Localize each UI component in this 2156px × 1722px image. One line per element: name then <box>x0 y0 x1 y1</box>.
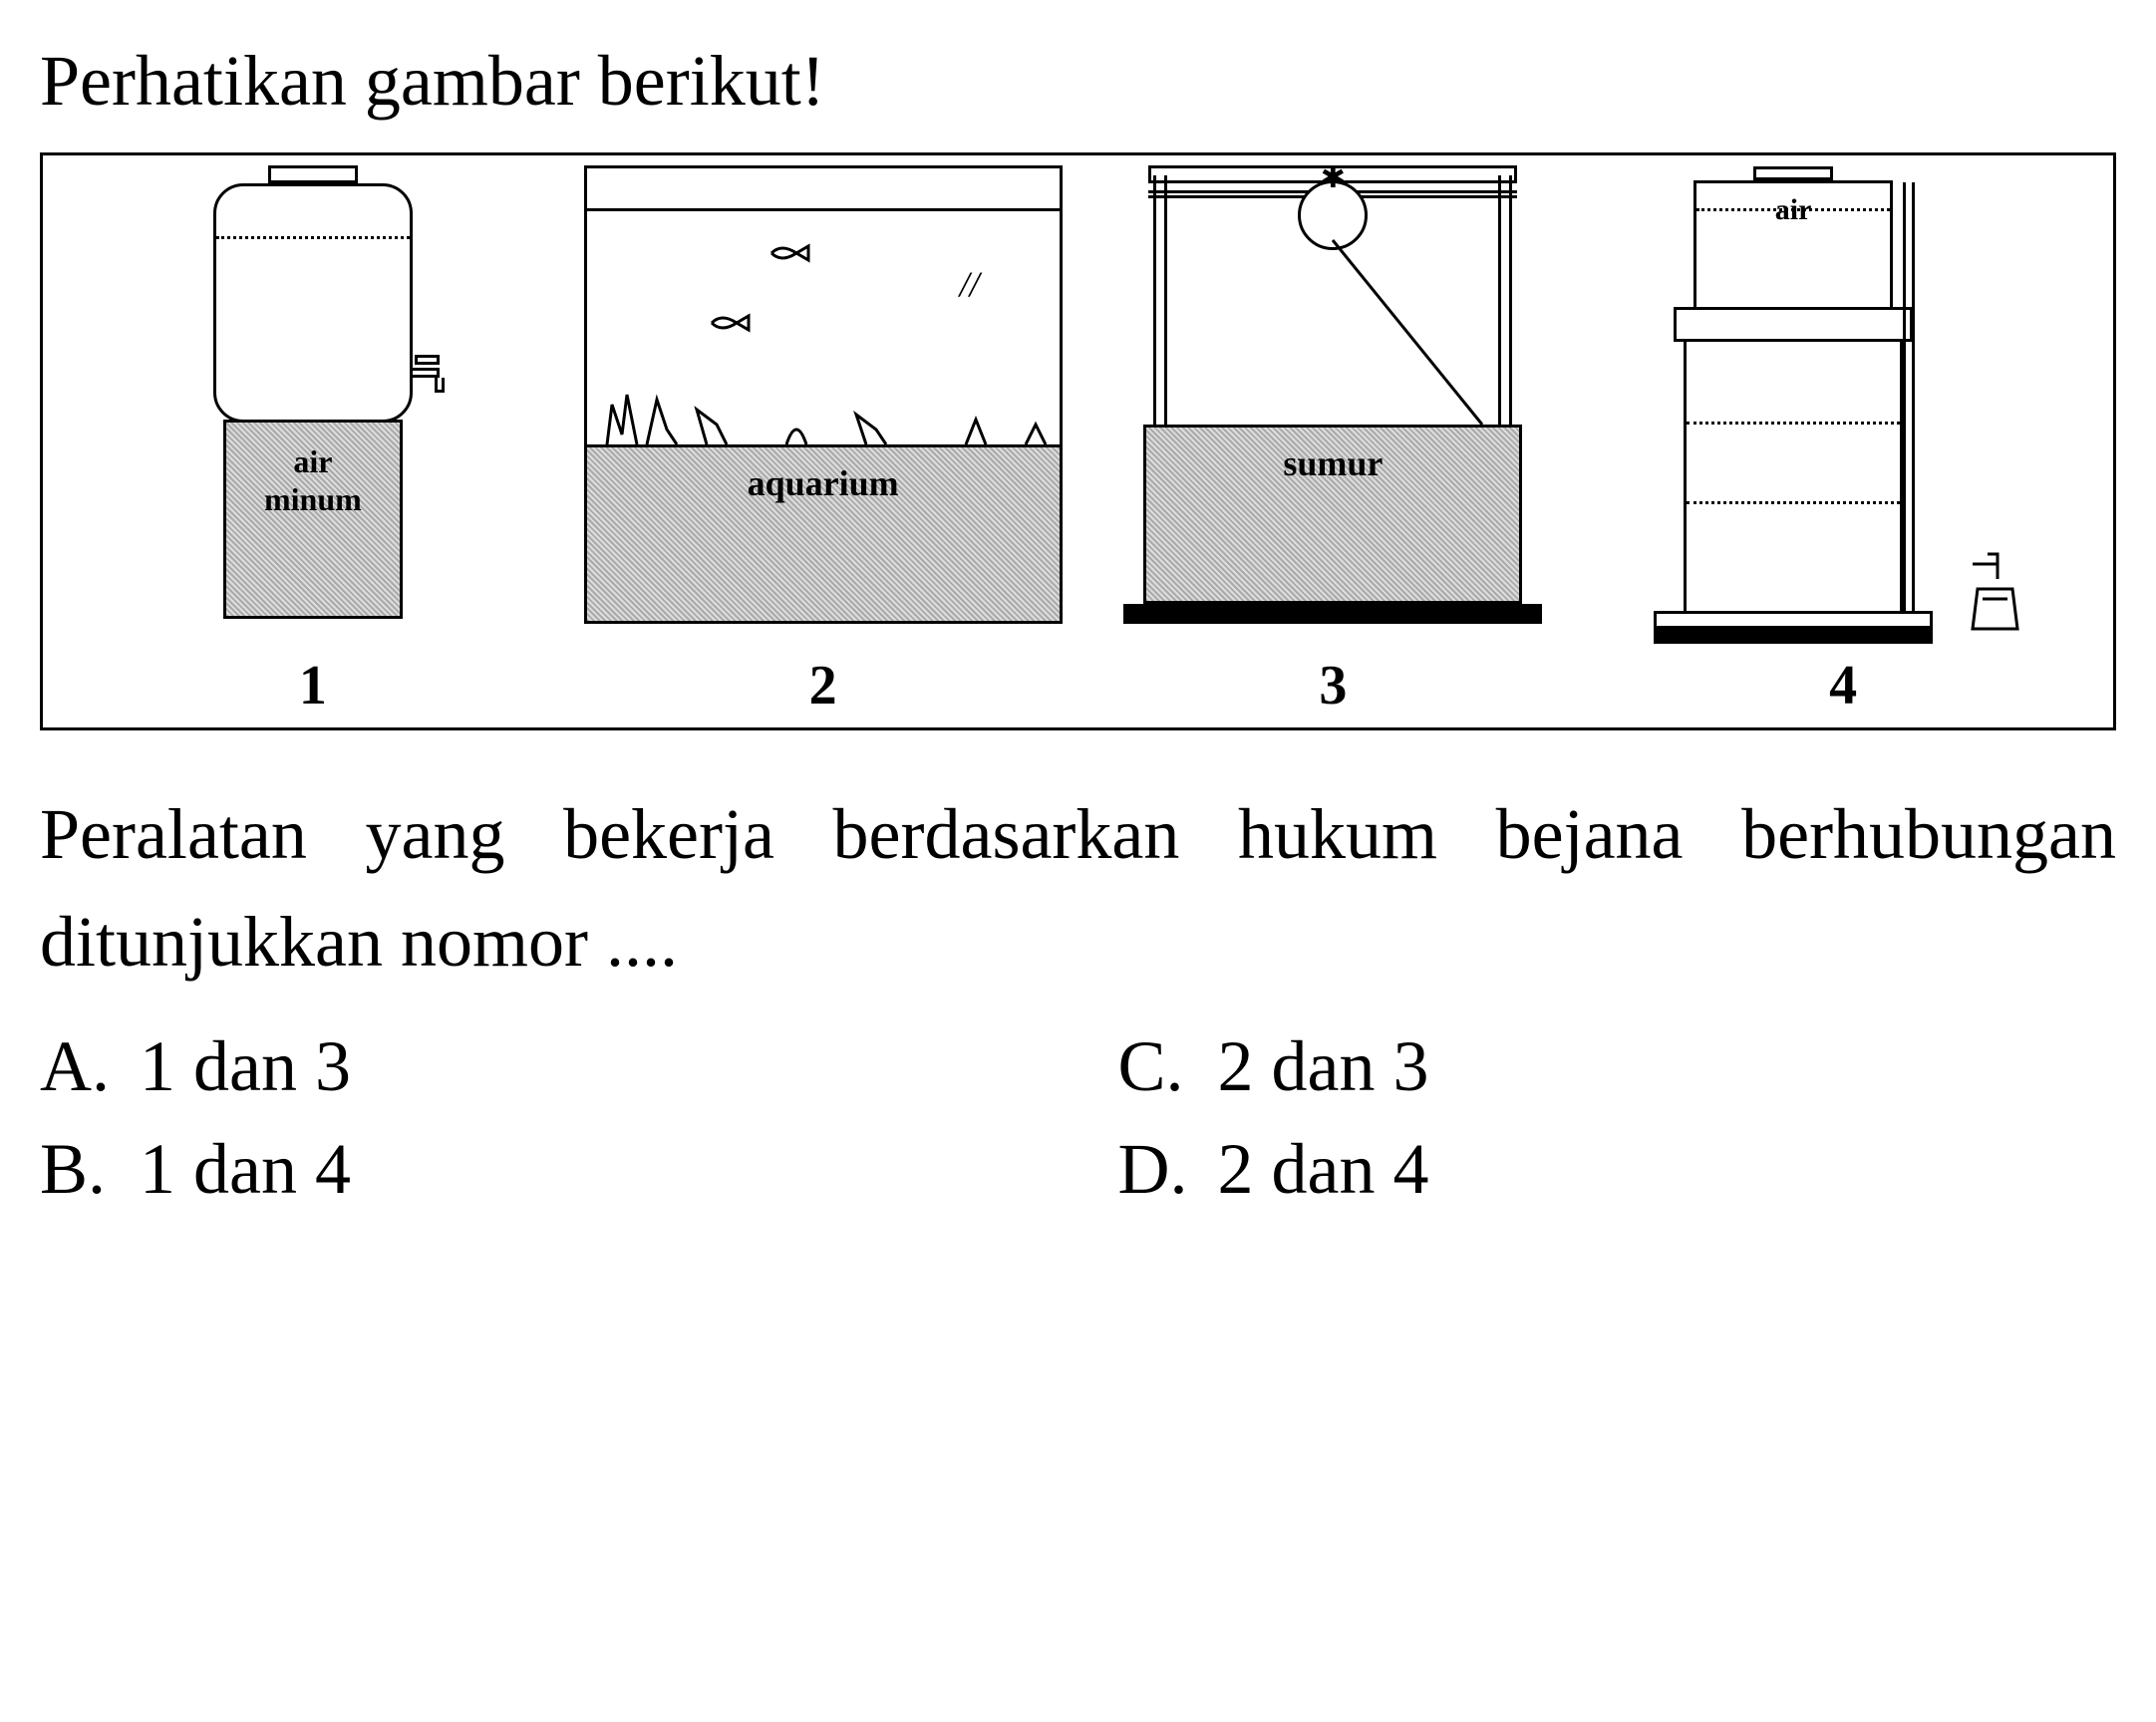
options-grid: A. 1 dan 3 C. 2 dan 3 B. 1 dan 4 D. 2 da… <box>40 1025 2116 1211</box>
faucet <box>1963 544 2032 644</box>
plants-icon <box>587 375 1066 444</box>
option-a[interactable]: A. 1 dan 3 <box>40 1025 1039 1108</box>
jug-lid <box>268 165 358 183</box>
dispenser-base: air minum <box>223 420 403 619</box>
tower-pipe <box>1903 182 1915 611</box>
fish-icon <box>767 238 816 268</box>
panel-number-4: 4 <box>1829 654 1857 718</box>
drawing-aquarium: // aquarium <box>568 165 1078 644</box>
option-b[interactable]: B. 1 dan 4 <box>40 1128 1039 1211</box>
faucet-icon <box>1963 544 2032 644</box>
panel-1: air minum 1 <box>58 175 568 718</box>
question-text: Peralatan yang bekerja berdasarkan hukum… <box>40 780 2116 996</box>
page-container: Perhatikan gambar berikut! <box>40 40 2116 1211</box>
dispenser-label: air minum <box>264 442 362 519</box>
option-text-b: 1 dan 4 <box>140 1128 351 1211</box>
option-letter-b: B. <box>40 1128 110 1211</box>
option-letter-d: D. <box>1118 1128 1188 1211</box>
label-air: air <box>293 443 332 479</box>
option-text-d: 2 dan 4 <box>1218 1128 1429 1211</box>
tower-line <box>1687 501 1900 504</box>
aquarium-label: aquarium <box>748 462 899 504</box>
panel-number-3: 3 <box>1319 654 1347 718</box>
tower-main: air <box>1654 166 1933 644</box>
option-c[interactable]: C. 2 dan 3 <box>1118 1025 2117 1108</box>
tank-platform <box>1674 307 1913 342</box>
drawing-well: ✱ sumur <box>1078 165 1589 644</box>
option-text-c: 2 dan 3 <box>1218 1025 1429 1108</box>
drawing-dispenser: air minum <box>58 165 568 644</box>
well-frame: ✱ <box>1123 165 1542 425</box>
tower-base <box>1654 611 1933 629</box>
fish-icon <box>707 308 757 338</box>
tank: air <box>1694 180 1893 310</box>
aquarium-glass: // <box>584 165 1063 444</box>
tower-line <box>1687 422 1900 425</box>
panel-3: ✱ sumur 3 <box>1078 175 1589 718</box>
well-ground <box>1123 604 1542 624</box>
aquarium-base: aquarium <box>584 444 1063 624</box>
tap-icon <box>410 360 450 390</box>
option-text-a: 1 dan 3 <box>140 1025 351 1108</box>
ripple-icon: // <box>960 263 980 305</box>
well-rope-icon <box>1123 215 1542 425</box>
panel-2: // aquarium 2 <box>568 175 1078 718</box>
panel-4: air <box>1588 175 2098 718</box>
jug-waterline <box>216 236 410 239</box>
diagram-box: air minum 1 // <box>40 152 2116 730</box>
tower-ground <box>1654 629 1933 644</box>
panel-number-1: 1 <box>299 654 327 718</box>
option-letter-a: A. <box>40 1025 110 1108</box>
tower-body <box>1684 342 1903 611</box>
panel-number-2: 2 <box>809 654 837 718</box>
page-title: Perhatikan gambar berikut! <box>40 40 2116 123</box>
option-d[interactable]: D. 2 dan 4 <box>1118 1128 2117 1211</box>
option-letter-c: C. <box>1118 1025 1188 1108</box>
drawing-tower: air <box>1588 165 2098 644</box>
tank-lid <box>1753 166 1833 180</box>
well-label: sumur <box>1283 442 1383 484</box>
tank-waterline <box>1696 208 1890 211</box>
label-minum: minum <box>264 481 362 517</box>
jug-body <box>213 183 413 423</box>
pulley-hook-icon: ✱ <box>1321 160 1346 195</box>
well-body: sumur <box>1143 425 1522 604</box>
aquarium-waterline <box>587 208 1060 211</box>
